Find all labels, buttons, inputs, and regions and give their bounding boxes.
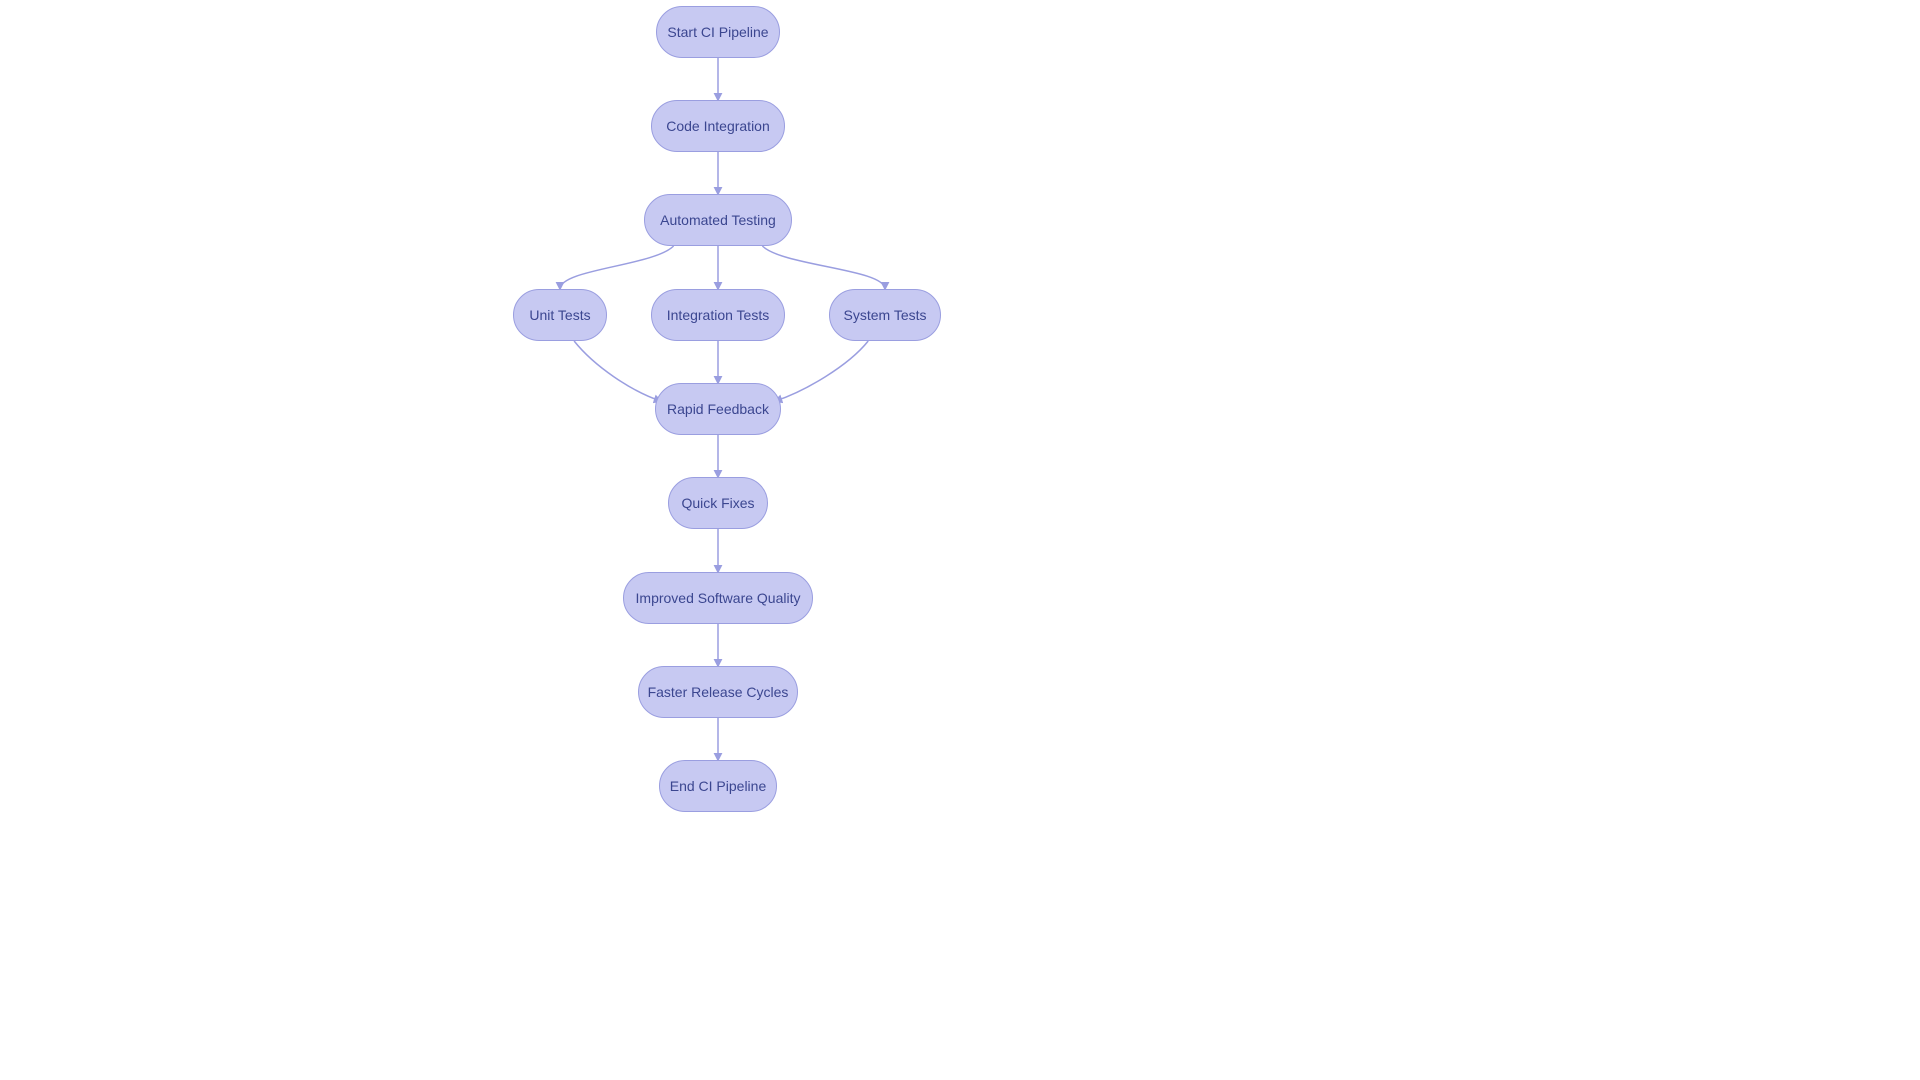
flowchart-node-quality: Improved Software Quality xyxy=(623,572,813,624)
flowchart-node-code: Code Integration xyxy=(651,100,785,152)
flowchart-node-label: Start CI Pipeline xyxy=(667,24,768,40)
flowchart-node-release: Faster Release Cycles xyxy=(638,666,798,718)
flowchart-node-end: End CI Pipeline xyxy=(659,760,777,812)
flowchart-node-label: Rapid Feedback xyxy=(667,401,769,417)
flowchart-node-quick: Quick Fixes xyxy=(668,477,768,529)
flowchart-node-label: Faster Release Cycles xyxy=(648,684,789,700)
flowchart-node-label: Code Integration xyxy=(666,118,770,134)
flowchart-node-integ: Integration Tests xyxy=(651,289,785,341)
flowchart-node-system: System Tests xyxy=(829,289,941,341)
flowchart-edge-system-feedback xyxy=(775,341,868,401)
flowchart-edges xyxy=(0,0,1920,1080)
flowchart-node-start: Start CI Pipeline xyxy=(656,6,780,58)
flowchart-node-autotest: Automated Testing xyxy=(644,194,792,246)
flowchart-edge-autotest-system xyxy=(762,246,885,289)
flowchart-node-label: Improved Software Quality xyxy=(636,590,801,606)
flowchart-node-label: End CI Pipeline xyxy=(670,778,767,794)
flowchart-node-label: Unit Tests xyxy=(529,307,590,323)
flowchart-edge-autotest-unit xyxy=(560,246,674,289)
flowchart-edge-unit-feedback xyxy=(574,341,661,401)
flowchart-node-label: Quick Fixes xyxy=(681,495,754,511)
flowchart-node-label: System Tests xyxy=(844,307,927,323)
flowchart-node-label: Integration Tests xyxy=(667,307,769,323)
flowchart-node-label: Automated Testing xyxy=(660,212,776,228)
flowchart-node-unit: Unit Tests xyxy=(513,289,607,341)
flowchart-node-feedback: Rapid Feedback xyxy=(655,383,781,435)
